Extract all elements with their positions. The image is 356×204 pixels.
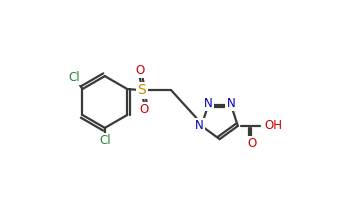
Text: N: N: [226, 97, 235, 110]
Text: OH: OH: [264, 119, 282, 132]
Text: Cl: Cl: [99, 134, 111, 147]
Text: N: N: [204, 97, 213, 110]
Text: O: O: [140, 103, 149, 116]
Text: S: S: [137, 83, 146, 97]
Text: O: O: [247, 137, 257, 150]
Text: O: O: [135, 64, 144, 77]
Text: Cl: Cl: [68, 71, 80, 84]
Text: N: N: [195, 119, 204, 132]
